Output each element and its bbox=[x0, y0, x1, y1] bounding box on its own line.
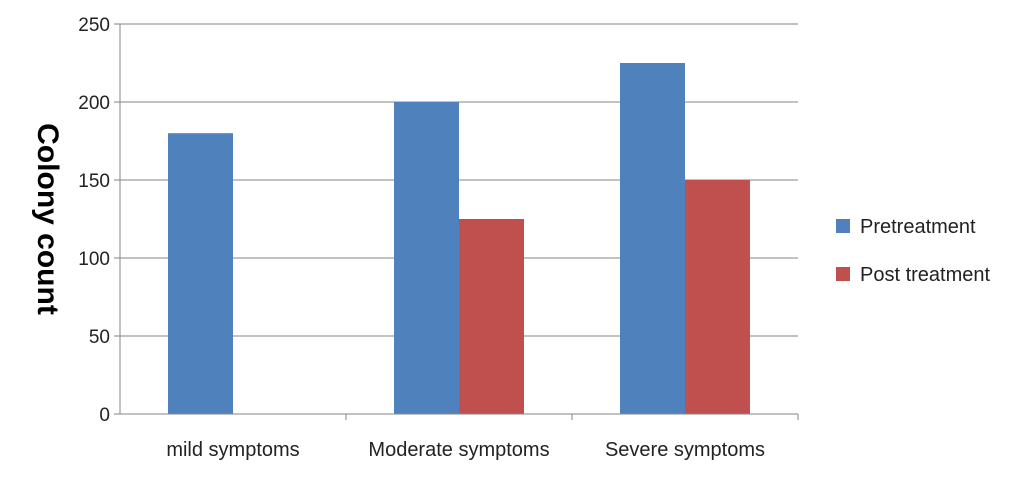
bar-pretreatment bbox=[620, 63, 685, 414]
x-category-labels: mild symptoms Moderate symptoms Severe sym… bbox=[166, 439, 765, 461]
y-axis-label: Colony count bbox=[31, 123, 64, 315]
y-tick-label: 0 bbox=[99, 405, 110, 426]
bar-post-treatment bbox=[685, 180, 750, 414]
x-category-label: Severe symptoms bbox=[605, 439, 765, 461]
y-tick-labels: 0 50 100 150 200 250 bbox=[78, 15, 110, 426]
y-tick-label: 50 bbox=[89, 327, 110, 348]
y-tick-label: 200 bbox=[78, 93, 110, 114]
legend-label: Post treatment bbox=[860, 264, 991, 286]
axes bbox=[119, 24, 799, 420]
legend-swatch bbox=[836, 219, 850, 233]
legend-swatch bbox=[836, 267, 850, 281]
y-tick-label: 150 bbox=[78, 171, 110, 192]
y-tick-label: 100 bbox=[78, 249, 110, 270]
x-category-label: mild symptoms bbox=[166, 439, 299, 461]
legend-label: Pretreatment bbox=[860, 216, 976, 238]
bar-post-treatment bbox=[459, 219, 524, 414]
y-tick-label: 250 bbox=[78, 15, 110, 36]
legend: Pretreatment Post treatment bbox=[836, 216, 991, 286]
bar-pretreatment bbox=[168, 133, 233, 414]
bar-pretreatment bbox=[394, 102, 459, 414]
bars bbox=[168, 63, 750, 414]
x-category-label: Moderate symptoms bbox=[368, 439, 549, 461]
